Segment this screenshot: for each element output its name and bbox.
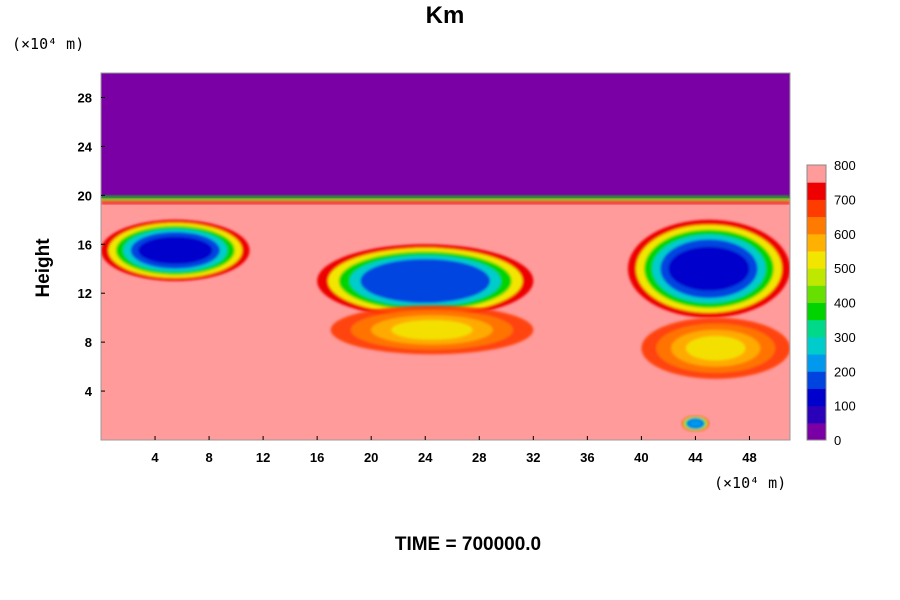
colorbar-segment <box>807 233 826 252</box>
y-tick-label: 8 <box>85 335 92 350</box>
colorbar-segment <box>807 182 826 200</box>
y-tick-label: 20 <box>78 188 92 203</box>
colorbar-segment <box>807 319 826 338</box>
colorbar-segment <box>807 354 826 372</box>
y-tick-label: 16 <box>78 237 92 252</box>
x-tick-label: 16 <box>310 450 324 465</box>
x-tick-label: 24 <box>418 450 433 465</box>
x-tick-label: 48 <box>742 450 756 465</box>
y-axis-label: Height <box>33 238 54 298</box>
x-tick-label: 20 <box>364 450 378 465</box>
colorbar-segment <box>807 268 826 286</box>
upper-layer <box>101 73 790 199</box>
colorbar: 0 100 200 300 400 500 600 700 800 <box>806 158 856 448</box>
y-ticks: 4 8 12 16 20 24 28 <box>78 90 105 399</box>
colorbar-segment <box>807 371 826 389</box>
interface-fringe <box>101 195 790 205</box>
plot-frame <box>100 72 791 441</box>
colorbar-tick-label: 800 <box>834 158 856 173</box>
colorbar-segment <box>807 199 826 218</box>
x-tick-label: 44 <box>688 450 703 465</box>
colorbar-segment <box>807 336 826 355</box>
colorbar-segment <box>807 285 826 303</box>
x-tick-label: 36 <box>580 450 594 465</box>
colorbar-tick-label: 300 <box>834 330 856 345</box>
colorbar-segment <box>807 302 826 321</box>
feature-low-right <box>627 219 790 318</box>
y-tick-label: 12 <box>78 286 92 301</box>
y-tick-label: 24 <box>78 139 93 154</box>
y-tick-label: 28 <box>78 90 92 105</box>
y-tick-label: 4 <box>85 384 93 399</box>
colorbar-tick-label: 100 <box>834 399 856 414</box>
feature-warm-band-center <box>330 305 534 355</box>
time-footer: TIME = 700000.0 <box>395 534 541 555</box>
feature-center-arch <box>317 244 534 318</box>
x-tick-label: 32 <box>526 450 540 465</box>
feature-warm-band-right <box>641 317 790 379</box>
colorbar-segment <box>807 165 826 183</box>
feature-small-blob <box>681 415 709 432</box>
x-tick-label: 12 <box>256 450 270 465</box>
y-unit-label: (×10⁴ m) <box>12 35 84 53</box>
colorbar-segment <box>807 388 826 407</box>
plot-area <box>101 73 790 440</box>
x-tick-label: 28 <box>472 450 486 465</box>
colorbar-segment <box>807 405 826 424</box>
x-unit-label: (×10⁴ m) <box>714 474 786 492</box>
colorbar-tick-label: 600 <box>834 227 856 242</box>
colorbar-segment <box>807 216 826 235</box>
colorbar-frame <box>806 164 827 441</box>
colorbar-tick-label: 200 <box>834 364 856 379</box>
x-tick-label: 40 <box>634 450 648 465</box>
colorbar-segment <box>807 422 826 441</box>
colorbar-tick-label: 0 <box>834 433 841 448</box>
feature-low-left <box>101 219 250 281</box>
chart-title: Km <box>426 2 465 29</box>
x-tick-label: 4 <box>151 450 159 465</box>
x-tick-label: 8 <box>205 450 212 465</box>
colorbar-tick-label: 700 <box>834 192 856 207</box>
colorbar-segment <box>807 250 826 269</box>
colorbar-tick-label: 400 <box>834 296 856 311</box>
colorbar-tick-label: 500 <box>834 261 856 276</box>
x-ticks: 4 8 12 16 20 24 28 32 36 40 44 48 <box>151 436 757 465</box>
